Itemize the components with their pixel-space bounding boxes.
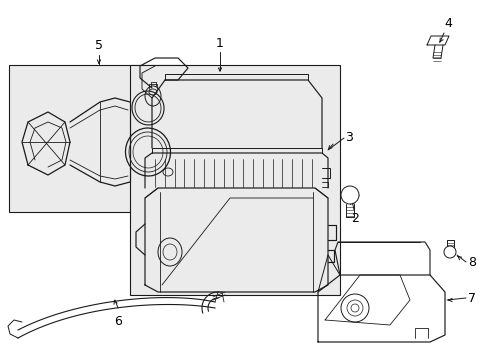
Text: 6: 6 — [114, 315, 122, 328]
Circle shape — [340, 186, 358, 204]
Text: 2: 2 — [350, 212, 358, 225]
Text: 3: 3 — [345, 131, 352, 144]
Text: 7: 7 — [467, 292, 475, 305]
Text: 4: 4 — [443, 17, 451, 30]
Text: 5: 5 — [95, 39, 103, 52]
Bar — [9, 65, 185, 212]
Text: 8: 8 — [467, 256, 475, 269]
Text: 1: 1 — [216, 37, 224, 50]
Bar — [130, 65, 339, 295]
Circle shape — [443, 246, 455, 258]
